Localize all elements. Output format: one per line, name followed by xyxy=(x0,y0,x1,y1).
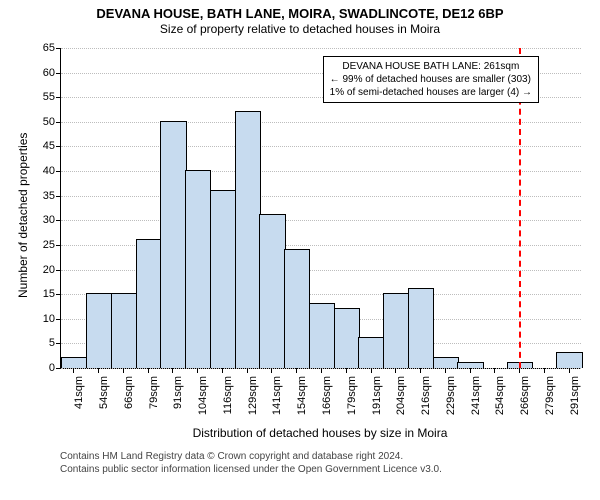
bar xyxy=(86,293,112,368)
gridline xyxy=(61,171,581,172)
bar xyxy=(309,303,335,368)
gridline xyxy=(61,48,581,49)
x-axis-label: Distribution of detached houses by size … xyxy=(60,426,580,440)
ytick-label: 40 xyxy=(43,165,61,177)
footer-line-1: Contains HM Land Registry data © Crown c… xyxy=(60,450,442,463)
xtick-label: 254sqm xyxy=(494,368,506,415)
bar xyxy=(235,111,261,368)
plot-area: 0510152025303540455055606541sqm54sqm66sq… xyxy=(60,48,581,369)
xtick-label: 91sqm xyxy=(172,368,184,409)
annotation-line: DEVANA HOUSE BATH LANE: 261sqm xyxy=(330,60,532,73)
xtick-label: 229sqm xyxy=(445,368,457,415)
xtick-label: 279sqm xyxy=(544,368,556,415)
annotation-line: ← 99% of detached houses are smaller (30… xyxy=(330,73,532,86)
ytick-label: 55 xyxy=(43,91,61,103)
xtick-label: 141sqm xyxy=(271,368,283,415)
xtick-label: 154sqm xyxy=(296,368,308,415)
gridline xyxy=(61,146,581,147)
ytick-label: 45 xyxy=(43,140,61,152)
xtick-label: 241sqm xyxy=(470,368,482,415)
ytick-label: 0 xyxy=(49,362,61,374)
chart-container: DEVANA HOUSE, BATH LANE, MOIRA, SWADLINC… xyxy=(0,0,600,500)
bar xyxy=(185,170,211,368)
gridline xyxy=(61,122,581,123)
xtick-label: 179sqm xyxy=(346,368,358,415)
bar xyxy=(210,190,236,368)
xtick-label: 116sqm xyxy=(222,368,234,414)
bar xyxy=(556,352,582,368)
xtick-label: 79sqm xyxy=(148,368,160,409)
y-axis-label: Number of detached properties xyxy=(16,133,30,298)
annotation-box: DEVANA HOUSE BATH LANE: 261sqm← 99% of d… xyxy=(323,56,539,103)
ytick-label: 30 xyxy=(43,214,61,226)
footer-attribution: Contains HM Land Registry data © Crown c… xyxy=(60,450,442,476)
ytick-label: 25 xyxy=(43,239,61,251)
bar xyxy=(383,293,409,368)
bar xyxy=(61,357,87,368)
bar xyxy=(284,249,310,368)
xtick-label: 129sqm xyxy=(247,368,259,415)
gridline xyxy=(61,220,581,221)
xtick-label: 191sqm xyxy=(371,368,383,415)
footer-line-2: Contains public sector information licen… xyxy=(60,463,442,476)
xtick-label: 166sqm xyxy=(321,368,333,415)
bar xyxy=(358,337,384,368)
ytick-label: 50 xyxy=(43,116,61,128)
xtick-label: 41sqm xyxy=(73,368,85,409)
ytick-label: 60 xyxy=(43,67,61,79)
chart-subtitle: Size of property relative to detached ho… xyxy=(0,22,600,36)
ytick-label: 65 xyxy=(43,42,61,54)
bar xyxy=(334,308,360,368)
annotation-line: 1% of semi-detached houses are larger (4… xyxy=(330,86,532,99)
bar xyxy=(408,288,434,368)
bar xyxy=(136,239,162,368)
ytick-label: 5 xyxy=(49,337,61,349)
xtick-label: 104sqm xyxy=(197,368,209,415)
bar xyxy=(160,121,186,368)
xtick-label: 54sqm xyxy=(98,368,110,409)
ytick-label: 35 xyxy=(43,190,61,202)
chart-title: DEVANA HOUSE, BATH LANE, MOIRA, SWADLINC… xyxy=(0,0,600,22)
ytick-label: 15 xyxy=(43,288,61,300)
xtick-label: 66sqm xyxy=(123,368,135,409)
xtick-label: 266sqm xyxy=(519,368,531,415)
gridline xyxy=(61,196,581,197)
xtick-label: 204sqm xyxy=(395,368,407,415)
xtick-label: 216sqm xyxy=(420,368,432,415)
bar xyxy=(111,293,137,368)
ytick-label: 10 xyxy=(43,313,61,325)
ytick-label: 20 xyxy=(43,264,61,276)
bar xyxy=(259,214,285,368)
bar xyxy=(433,357,459,368)
xtick-label: 291sqm xyxy=(569,368,581,415)
